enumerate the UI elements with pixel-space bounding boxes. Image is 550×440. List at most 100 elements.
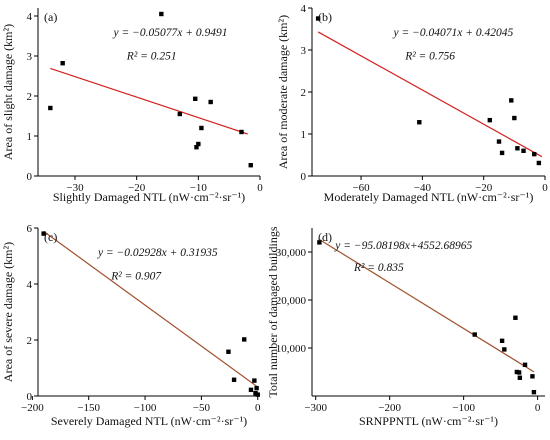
x-axis-label: Moderately Damaged NTL (nW·cm⁻²·sr⁻¹): [324, 190, 534, 204]
x-axis-label: Slightly Damaged NTL (nW·cm⁻²·sr⁻¹): [53, 190, 245, 204]
y-tick-label: 2: [301, 87, 307, 99]
panel-d: −300 −200 −100 0 10,000 20,000 30,000 (d)y = −9…: [266, 226, 545, 428]
data-point: [194, 145, 199, 150]
x-tick-label: −50: [193, 402, 211, 414]
data-point: [60, 61, 65, 66]
data-point: [208, 99, 213, 105]
data-point: [499, 150, 505, 156]
r-squared: R² = 0.835: [353, 262, 404, 274]
data-point: [159, 11, 164, 17]
data-point: [317, 240, 322, 245]
x-tick-label: −60: [352, 182, 370, 194]
y-tick-label: 20,000: [276, 295, 307, 307]
y-tick-label: 2: [27, 335, 33, 347]
y-tick-label: 0: [27, 391, 33, 403]
x-tick-label: −20: [128, 182, 146, 194]
data-point: [248, 163, 253, 168]
y-tick-label: 0: [301, 171, 307, 183]
data-point: [536, 160, 542, 166]
x-tick-label: −10: [190, 182, 208, 194]
y-axis-label: Area of slight damage (km²): [1, 24, 15, 160]
data-point: [252, 378, 257, 383]
data-point: [41, 231, 46, 236]
data-point: [417, 120, 422, 125]
x-tick-label: 0: [542, 182, 548, 194]
data-point: [239, 129, 244, 135]
data-point: [193, 96, 198, 101]
y-tick-label: 4: [301, 3, 307, 15]
y-axis-label: Area of severe damage (km²): [1, 242, 15, 382]
x-tick-label: 0: [535, 402, 541, 414]
data-point: [509, 98, 514, 103]
y-tick-label: 10,000: [276, 343, 307, 355]
y-tick-label: 30,000: [276, 247, 307, 259]
data-point: [517, 375, 523, 380]
y-tick-label: 2: [27, 91, 33, 103]
x-axis-label: SRNPPNTL (nW·cm⁻²·sr⁻¹): [359, 414, 498, 428]
data-point: [226, 349, 231, 354]
y-tick-label: 3: [301, 45, 307, 57]
y-tick-label: 1: [301, 129, 307, 141]
data-point: [513, 315, 518, 320]
panel-c: −200 −150 −100 −50 0 0 2 4 6 (c) y = −0.02928x + 0…: [1, 223, 261, 428]
x-tick-label: −30: [66, 182, 84, 194]
x-tick-label: −100: [134, 402, 157, 414]
y-tick-label: 3: [27, 51, 33, 63]
x-tick-label: −200: [21, 402, 44, 414]
data-point: [253, 391, 258, 396]
data-point: [516, 370, 522, 375]
x-tick-label: −300: [304, 402, 327, 414]
r-squared: R² = 0.756: [404, 50, 455, 62]
y-axis-label: Total number of damaged buildings: [266, 226, 280, 397]
x-tick-label: 0: [257, 182, 263, 194]
r-squared: R² = 0.907: [110, 270, 162, 282]
regression-equation: y = −95.08198x+4552.68965: [334, 240, 472, 252]
data-point: [315, 16, 321, 21]
data-point: [199, 125, 204, 131]
panel-label: (b): [318, 10, 332, 24]
data-point: [248, 387, 254, 393]
data-point: [48, 105, 53, 111]
regression-equation: y = −0.04071x + 0.42045: [393, 27, 514, 39]
data-point: [521, 148, 526, 153]
panel-a: −30 −20 −10 0 0 1 2 3 4 (a) y = −0.05077x + 0.9491…: [1, 8, 263, 204]
data-point: [532, 151, 537, 157]
data-point: [196, 141, 201, 147]
panel-label: (c): [44, 230, 57, 244]
x-tick-label: 0: [255, 402, 261, 414]
panel-label: (d): [318, 230, 332, 244]
y-tick-label: 0: [27, 171, 33, 183]
data-point: [502, 347, 507, 352]
fit-line: [319, 238, 535, 373]
panel-label: (a): [44, 10, 57, 24]
data-point: [531, 389, 537, 395]
x-tick-label: −150: [77, 402, 100, 414]
data-point: [514, 369, 520, 375]
y-tick-label: 4: [27, 11, 33, 23]
data-point: [512, 115, 517, 121]
data-point: [522, 362, 528, 367]
regression-equation: y = −0.02928x + 0.31935: [97, 247, 218, 259]
x-tick-label: −100: [452, 402, 475, 414]
x-tick-label: −40: [414, 182, 432, 194]
x-tick-label: −20: [475, 182, 493, 194]
y-tick-label: 1: [27, 131, 33, 143]
fit-line: [317, 31, 543, 158]
x-axis-label: Severely Damaged NTL (nW·cm⁻²·sr⁻¹): [51, 414, 247, 428]
y-tick-label: 6: [27, 223, 33, 235]
panel-b: −60 −40 −20 0 0 1 2 3 4 (b) y = −0.04071x + 0.4204…: [276, 3, 548, 204]
data-point: [472, 332, 477, 337]
y-axis-label: Area of moderate damage (km²): [276, 15, 290, 169]
data-point: [499, 338, 505, 343]
fit-line: [50, 67, 248, 135]
data-point: [487, 117, 493, 123]
data-point: [515, 146, 520, 151]
data-point: [254, 385, 259, 391]
y-tick-label: 4: [27, 279, 33, 291]
data-point: [496, 139, 502, 144]
regression-equation: y = −0.05077x + 0.9491: [112, 27, 227, 39]
x-tick-label: −200: [378, 402, 401, 414]
data-point: [242, 337, 247, 342]
data-point: [177, 111, 183, 117]
